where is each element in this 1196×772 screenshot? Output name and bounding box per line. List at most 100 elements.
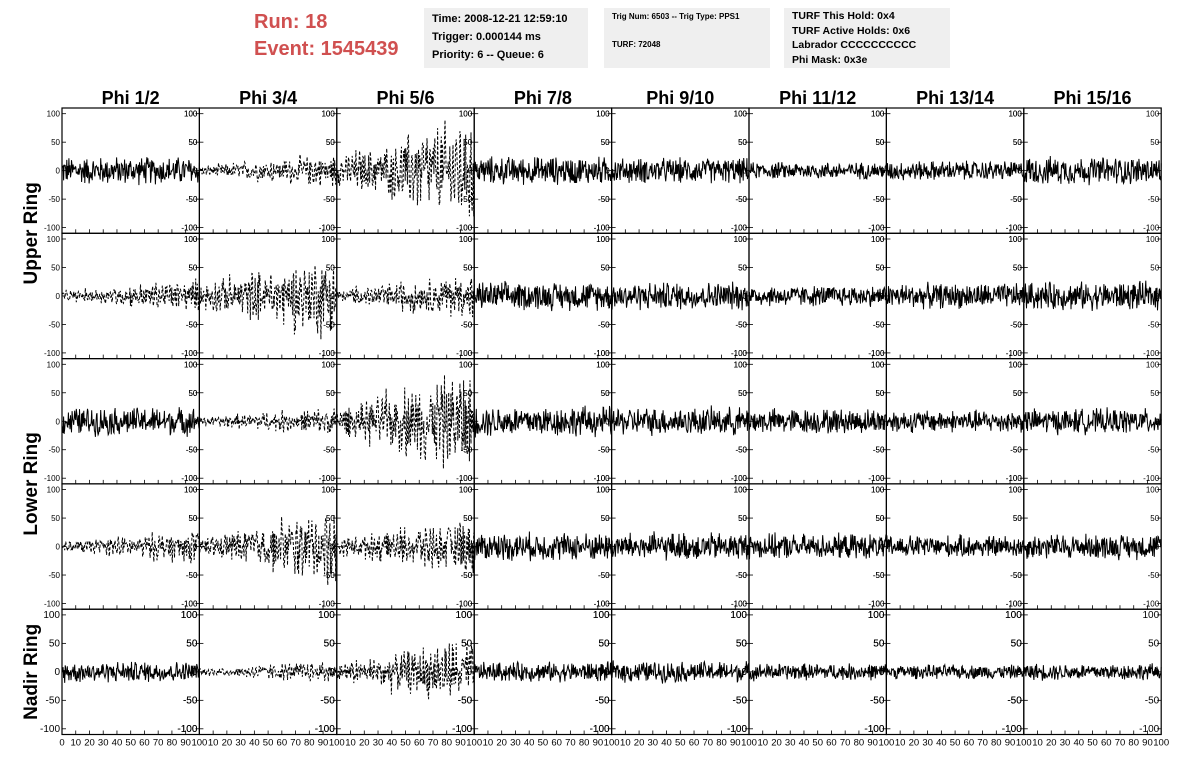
y-tick-label: 100 bbox=[730, 610, 747, 621]
x-tick-label: 40 bbox=[249, 738, 260, 749]
x-tick-label: 10 bbox=[895, 738, 906, 749]
y-tick-label: -100 bbox=[44, 349, 61, 358]
y-tick-label: 50 bbox=[598, 638, 610, 649]
y-tick-label: -50 bbox=[458, 695, 473, 706]
y-tick-label: 50 bbox=[463, 263, 472, 272]
y-tick-label: 50 bbox=[738, 514, 747, 523]
y-tick-label: 100 bbox=[1008, 110, 1022, 119]
y-tick-label: -100 bbox=[1006, 224, 1023, 233]
x-tick-label: 50 bbox=[263, 738, 274, 749]
waveform-trace bbox=[61, 407, 200, 437]
run-number: Run: 18 bbox=[254, 11, 328, 33]
y-tick-label: 50 bbox=[188, 138, 197, 147]
y-tick-label: 50 bbox=[738, 263, 747, 272]
waveform-trace bbox=[336, 275, 475, 318]
y-tick-label: -100 bbox=[1006, 600, 1023, 609]
y-tick-label: -50 bbox=[458, 695, 473, 706]
y-tick-label: -100 bbox=[177, 724, 197, 735]
y-tick-label: 50 bbox=[1013, 263, 1022, 272]
x-tick-label: 30 bbox=[1060, 738, 1071, 749]
y-tick-label: -50 bbox=[598, 320, 610, 329]
waveform-trace bbox=[198, 408, 338, 433]
y-tick-label: 0 bbox=[56, 167, 61, 176]
y-tick-label: -100 bbox=[727, 724, 747, 735]
y-tick-label: 100 bbox=[318, 610, 335, 621]
y-tick-label: 0 bbox=[54, 667, 60, 678]
y-tick-label: -50 bbox=[1148, 446, 1160, 455]
y-tick-label: 50 bbox=[51, 263, 60, 272]
waveform-trace bbox=[473, 531, 613, 562]
y-tick-label: 50 bbox=[326, 138, 335, 147]
y-tick-label: 50 bbox=[463, 514, 472, 523]
y-tick-label: 50 bbox=[1013, 514, 1022, 523]
y-tick-label: 100 bbox=[456, 610, 473, 621]
y-tick-label: 50 bbox=[463, 263, 472, 272]
y-tick-label: -100 bbox=[868, 474, 885, 483]
y-tick-label: 100 bbox=[871, 235, 885, 244]
y-tick-label: 50 bbox=[1150, 389, 1159, 398]
column-title: Phi 9/10 bbox=[646, 88, 714, 108]
x-tick-label: 100 bbox=[604, 738, 620, 749]
turf-hold-text: TURF This Hold: 0x4 bbox=[792, 10, 895, 22]
waveform-trace bbox=[1023, 663, 1162, 681]
y-tick-label: 100 bbox=[596, 235, 610, 244]
y-tick-label: 0 bbox=[1017, 417, 1022, 426]
turf-text: TURF: 72048 bbox=[612, 40, 661, 49]
y-tick-label: -100 bbox=[868, 474, 885, 483]
x-tick-label: 100 bbox=[329, 738, 345, 749]
y-tick-label: 0 bbox=[330, 167, 335, 176]
x-tick-label: 30 bbox=[648, 738, 659, 749]
x-tick-label: 40 bbox=[386, 738, 397, 749]
waveform-trace bbox=[611, 405, 750, 437]
y-tick-label: -100 bbox=[727, 724, 747, 735]
y-tick-label: 0 bbox=[193, 292, 198, 301]
y-tick-label: 50 bbox=[1013, 389, 1022, 398]
y-tick-label: -100 bbox=[594, 474, 611, 483]
y-tick-label: -50 bbox=[1010, 446, 1022, 455]
y-tick-label: -100 bbox=[456, 474, 473, 483]
y-tick-label: 0 bbox=[468, 543, 473, 552]
y-tick-label: -100 bbox=[181, 474, 198, 483]
y-tick-label: 50 bbox=[326, 138, 335, 147]
y-tick-label: -100 bbox=[1143, 600, 1160, 609]
y-tick-label: -50 bbox=[1010, 571, 1022, 580]
y-tick-label: -100 bbox=[181, 224, 198, 233]
y-tick-label: 100 bbox=[459, 486, 473, 495]
trigger-text: Trigger: 0.000144 ms bbox=[432, 31, 541, 43]
y-tick-label: 100 bbox=[596, 110, 610, 119]
y-tick-label: -50 bbox=[873, 195, 885, 204]
y-tick-label: 0 bbox=[192, 667, 198, 678]
y-tick-label: 50 bbox=[326, 514, 335, 523]
y-tick-label: 100 bbox=[47, 486, 61, 495]
y-tick-label: 100 bbox=[184, 235, 198, 244]
y-tick-label: 50 bbox=[1013, 138, 1022, 147]
y-tick-label: -50 bbox=[461, 446, 473, 455]
y-tick-label: -50 bbox=[186, 195, 198, 204]
row-title: Upper Ring bbox=[21, 182, 42, 284]
column-title: Phi 7/8 bbox=[514, 88, 572, 108]
y-tick-label: 50 bbox=[601, 138, 610, 147]
x-tick-label: 20 bbox=[222, 738, 233, 749]
y-tick-label: 100 bbox=[184, 360, 198, 369]
y-tick-label: 0 bbox=[192, 667, 198, 678]
y-tick-label: -100 bbox=[1006, 224, 1023, 233]
y-tick-label: 100 bbox=[593, 610, 610, 621]
y-tick-label: -50 bbox=[323, 195, 335, 204]
x-tick-label: 10 bbox=[620, 738, 631, 749]
phi-mask-text: Phi Mask: 0x3e bbox=[792, 53, 868, 66]
y-tick-label: 100 bbox=[47, 110, 61, 119]
x-tick-label: 90 bbox=[593, 738, 604, 749]
priority-text: Priority: 6 -- Queue: 6 bbox=[432, 49, 544, 61]
y-tick-label: -50 bbox=[598, 446, 610, 455]
y-tick-label: 0 bbox=[743, 417, 748, 426]
y-tick-label: -50 bbox=[183, 695, 198, 706]
x-tick-label: 10 bbox=[345, 738, 356, 749]
y-tick-label: 0 bbox=[743, 292, 748, 301]
y-tick-label: 50 bbox=[875, 389, 884, 398]
y-tick-label: -100 bbox=[44, 224, 61, 233]
y-tick-label: 100 bbox=[1008, 486, 1022, 495]
y-tick-label: -50 bbox=[461, 195, 473, 204]
waveform-trace bbox=[748, 162, 887, 180]
y-tick-label: 50 bbox=[601, 263, 610, 272]
y-tick-label: 0 bbox=[1017, 417, 1022, 426]
